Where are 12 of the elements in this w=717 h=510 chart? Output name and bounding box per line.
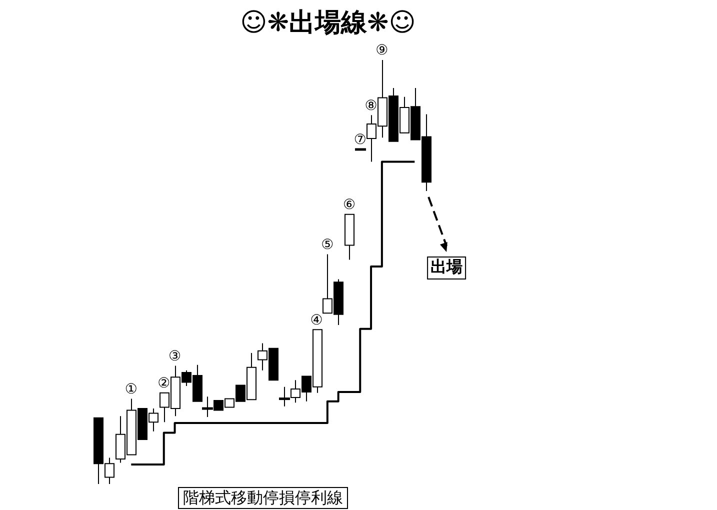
chart-title: ☺❋出場線❋☺	[239, 8, 417, 38]
text: ⑦	[354, 132, 366, 148]
text: 階梯式移動停損停利線	[178, 487, 348, 509]
text: ①	[124, 381, 138, 398]
text: ④	[310, 312, 323, 328]
text: ⑥	[342, 196, 356, 213]
text: ⑤	[321, 236, 334, 253]
text: ⑧	[364, 98, 378, 114]
annotation: 出場	[430, 257, 463, 276]
text: ③	[168, 348, 182, 364]
text: ⑨	[376, 42, 388, 59]
text: ②	[158, 375, 170, 392]
